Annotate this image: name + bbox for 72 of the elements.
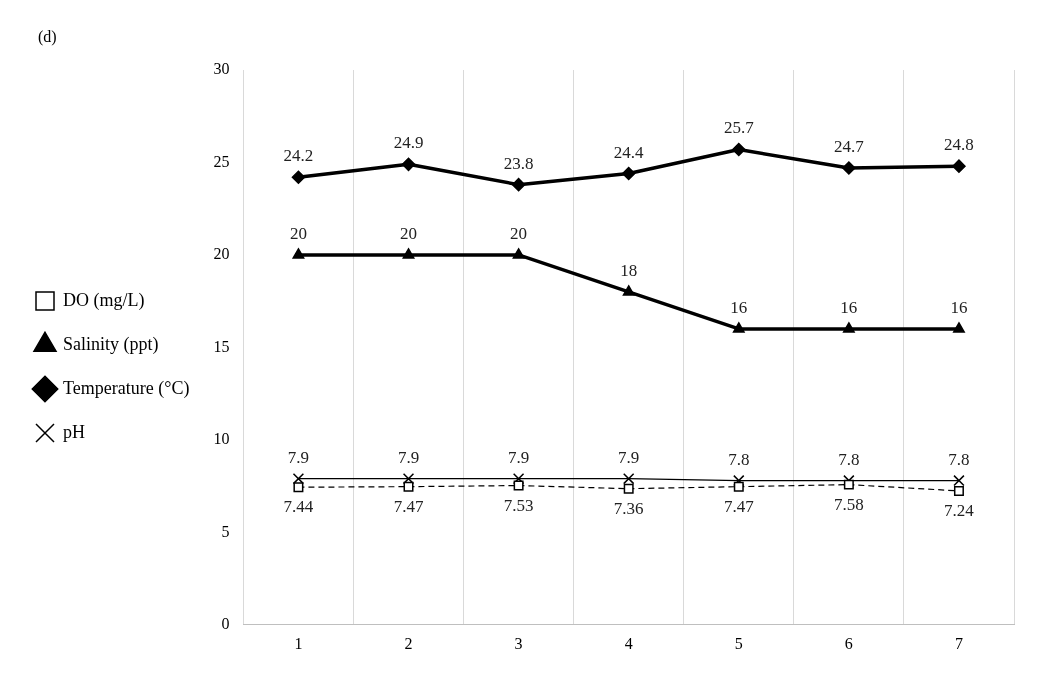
data-label: 20	[289, 223, 307, 243]
x-tick-label: 3	[514, 634, 523, 652]
data-label: 7.24	[944, 500, 975, 520]
data-label: 24.2	[283, 146, 314, 166]
point	[292, 473, 305, 485]
point	[511, 177, 526, 192]
data-label: 7.8	[838, 449, 860, 469]
point	[732, 322, 745, 333]
point	[402, 473, 415, 485]
point	[842, 322, 855, 333]
point	[622, 285, 635, 296]
point	[843, 479, 854, 490]
point	[292, 248, 305, 259]
y-tick-label: 5	[221, 522, 230, 540]
data-label: 20	[400, 223, 418, 243]
data-label: 7.36	[613, 498, 644, 518]
y-tick-label: 30	[213, 60, 230, 78]
point	[952, 159, 966, 173]
data-label: 25.7	[723, 118, 755, 138]
data-label: 24.8	[944, 135, 974, 155]
data-label: 20	[510, 223, 528, 243]
y-tick-label: 15	[213, 337, 230, 355]
x-tick-label: 6	[844, 634, 853, 652]
point	[842, 161, 856, 175]
y-tick-label: 25	[213, 152, 230, 170]
data-label: 7.9	[287, 447, 310, 467]
y-tick-label: 10	[213, 430, 230, 448]
data-label: 23.8	[503, 153, 534, 173]
data-label: 24.4	[613, 142, 645, 162]
data-label: 7.58	[833, 494, 864, 514]
data-label: 7.53	[503, 495, 534, 515]
point	[953, 474, 965, 487]
data-label: 7.9	[507, 447, 530, 467]
point	[623, 483, 634, 494]
data-label: 24.9	[393, 133, 424, 153]
x-tick-label: 2	[404, 634, 413, 652]
point	[621, 166, 636, 181]
point	[733, 481, 744, 492]
legend-label: Temperature (°C)	[63, 377, 190, 399]
point	[291, 170, 306, 185]
legend-label: pH	[63, 421, 85, 442]
data-label: 7.47	[393, 496, 424, 516]
point	[401, 157, 416, 172]
point	[402, 248, 415, 259]
point	[953, 322, 965, 333]
data-label: 7.9	[618, 447, 640, 467]
x-tick-label: 7	[954, 634, 963, 652]
data-label: 24.7	[833, 136, 865, 156]
data-label: 7.8	[948, 449, 970, 469]
data-label: 16	[840, 297, 858, 317]
point	[732, 142, 746, 157]
data-label: 7.47	[723, 496, 755, 516]
y-tick-label: 0	[221, 615, 230, 632]
point	[953, 485, 964, 496]
data-label: 18	[620, 260, 638, 280]
point	[513, 480, 524, 491]
point	[622, 473, 635, 485]
data-label: 16	[950, 297, 968, 317]
x-tick-label: 5	[734, 634, 743, 652]
legend-label: Salinity (ppt)	[63, 333, 159, 355]
text: (d)	[38, 28, 57, 46]
point	[293, 482, 304, 493]
x-tick-label: 1	[294, 634, 303, 652]
data-label: 7.44	[283, 497, 314, 517]
x-tick-label: 4	[624, 634, 633, 652]
data-label: 16	[730, 297, 748, 317]
y-tick-label: 20	[213, 245, 230, 263]
point	[512, 248, 525, 259]
legend-label: DO (mg/L)	[63, 289, 145, 311]
point	[403, 481, 414, 492]
data-label: 7.9	[397, 447, 420, 467]
data-label: 7.8	[728, 449, 750, 469]
